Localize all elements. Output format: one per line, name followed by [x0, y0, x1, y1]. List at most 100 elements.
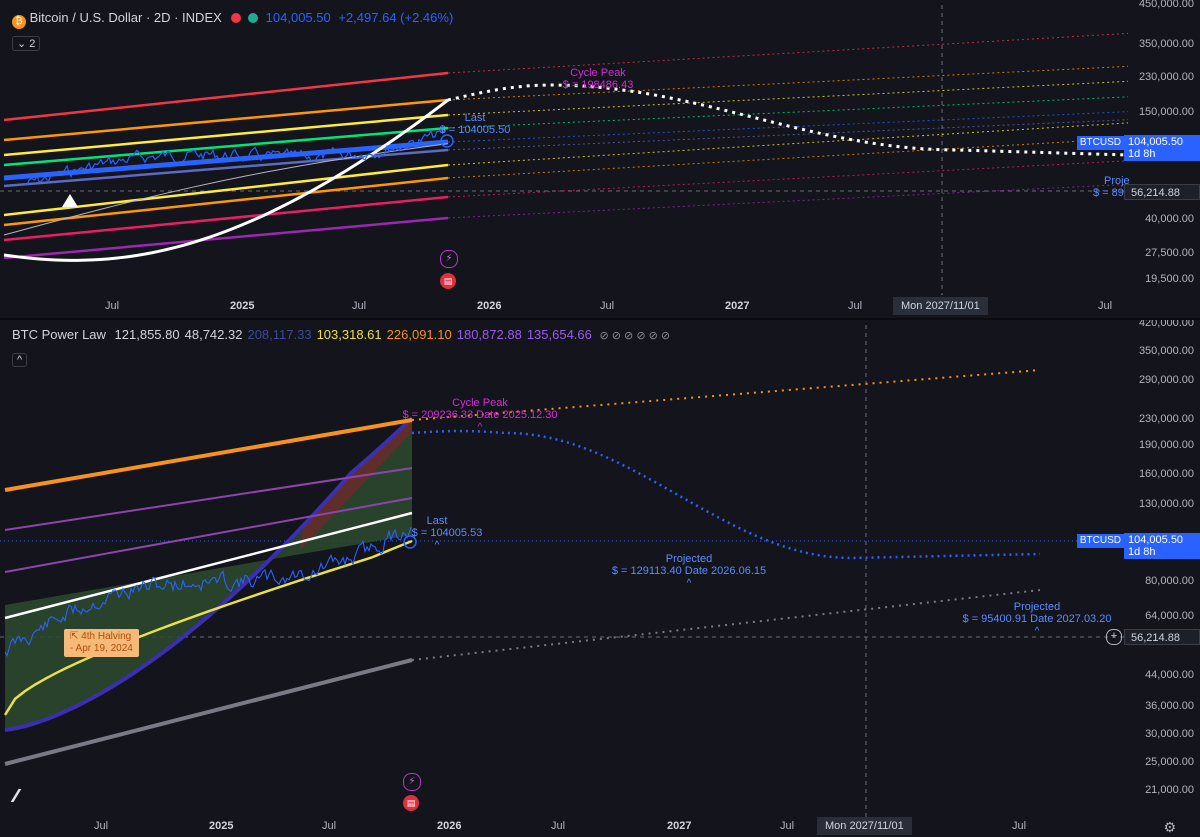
- bottom-proj2-title: Projected: [1014, 601, 1060, 613]
- bottom-y-tick-label: 190,000.00: [1138, 439, 1194, 451]
- bottom-red-zone: [300, 418, 412, 550]
- pin-icon: ⇱: [70, 631, 79, 642]
- settings-gear-icon[interactable]: ⚙: [1163, 819, 1176, 835]
- bottom-last-price-tag: 104,005.50 1d 8h: [1124, 533, 1200, 559]
- top-band-projection: [447, 65, 1129, 101]
- top-x-tick-label: 2027: [725, 300, 750, 312]
- bottom-cycle-peak-title: Cycle Peak: [452, 397, 508, 409]
- top-crosshair-date: Mon 2027/11/01: [893, 297, 988, 315]
- top-band-line: [3, 195, 449, 242]
- top-y-label-cut: 450,000.00: [1138, 0, 1194, 10]
- add-level-icon[interactable]: +: [1106, 629, 1122, 645]
- top-band-projection: [447, 183, 1129, 219]
- top-y-tick-label: 27,500.00: [1145, 247, 1194, 259]
- indicator-value: 48,742.32: [184, 327, 243, 342]
- indicator-values: 121,855.80 48,742.32 208,117.33 103,318.61 2…: [110, 327, 592, 342]
- bottom-proj2-caret: ^: [1035, 626, 1040, 637]
- top-band-projection: [447, 96, 1129, 129]
- top-band-projection: [447, 160, 1129, 198]
- bottom-last-title: Last: [427, 515, 448, 527]
- top-power-curve: [3, 98, 449, 262]
- bottom-top-band-line: [4, 418, 413, 492]
- bottom-symbol-tag: BTCUSD: [1076, 534, 1124, 548]
- lightning-icon[interactable]: ⚡: [440, 250, 458, 268]
- bottom-chart-canvas[interactable]: Cycle Peak$ = 209236.33 Date 2025.12.30^…: [0, 320, 1200, 837]
- top-band-line: [3, 148, 449, 188]
- halving-date: - Apr 19, 2024: [70, 643, 133, 654]
- bottom-upper-mid-band: [4, 467, 413, 531]
- bottom-crosshair-date: Mon 2027/11/01: [817, 817, 912, 835]
- bottom-lower-mid-band: [4, 497, 413, 573]
- top-proj-title: Proje: [1104, 175, 1130, 187]
- top-x-tick-label: Jul: [1098, 300, 1113, 312]
- top-y-tick-label: 150,000.00: [1138, 106, 1194, 118]
- top-y-tick-label: 19,500.00: [1145, 273, 1194, 285]
- us-flag-icon[interactable]: ▤: [403, 795, 419, 811]
- top-y-tick-label: 230,000.00: [1138, 71, 1194, 83]
- bottom-x-tick-label: Jul: [780, 820, 795, 832]
- bottom-proj1-title: Projected: [666, 553, 712, 565]
- top-cycle-peak-title: Cycle Peak: [570, 67, 626, 79]
- indicator-value: 180,872.88: [456, 327, 522, 342]
- bottom-x-tick-label: Jul: [1012, 820, 1027, 832]
- indicator-value: 226,091.10: [386, 327, 452, 342]
- top-chart-canvas[interactable]: Cycle Peak$ = 198486.43 Last$ = 104005.50…: [0, 0, 1200, 318]
- top-last-price-value: 104,005.50: [1128, 136, 1184, 148]
- bottom-price-line: [4, 526, 412, 658]
- top-plot-background: [0, 0, 1128, 318]
- top-symbol-tag: BTCUSD: [1076, 136, 1124, 150]
- top-x-tick-label: 2025: [230, 300, 255, 312]
- bottom-last-marker: [403, 535, 417, 549]
- bottom-last-value: $ = 104005.53: [412, 527, 483, 539]
- top-band-line: [3, 126, 449, 167]
- top-chart-pane[interactable]: Cycle Peak $ = 198486.43 Last $ = 104005.50…: [0, 0, 1200, 318]
- halving-title: 4th Halving: [81, 631, 132, 642]
- indicator-value: 135,654.66: [526, 327, 592, 342]
- price-change: +2,497.64 (+2.46%): [338, 10, 454, 25]
- top-y-tick-label: 350,000.00: [1138, 38, 1194, 50]
- indicator-extra-glyphs: ⊘ ⊘ ⊘ ⊘ ⊘ ⊘: [599, 330, 671, 342]
- market-status-icon: [248, 13, 259, 23]
- top-x-tick-label: Jul: [352, 300, 367, 312]
- bottom-fair-value-line: [4, 511, 413, 620]
- bottom-y-tick-label: 80,000.00: [1145, 575, 1194, 587]
- bottom-y-tick-label: 160,000.00: [1138, 468, 1194, 480]
- bottom-y-tick-label: 130,000.00: [1138, 498, 1194, 510]
- top-band-line: [3, 98, 449, 142]
- top-legend: ₿ Bitcoin / U.S. Dollar · 2D · INDEX 104…: [12, 10, 453, 29]
- bottom-floor-projection: [411, 589, 1041, 661]
- top-band-projection: [447, 32, 1129, 74]
- bottom-lower-curve: [4, 416, 414, 732]
- top-band-projection: [447, 137, 1129, 179]
- symbol-title[interactable]: Bitcoin / U.S. Dollar · 2D · INDEX: [29, 10, 222, 25]
- top-cycle-peak-value: $ = 198486.43: [563, 79, 634, 91]
- indicator-title[interactable]: BTC Power Law: [12, 327, 106, 342]
- top-band-line: [3, 163, 449, 217]
- us-flag-icon[interactable]: ▤: [440, 273, 456, 289]
- top-band-projection: [447, 122, 1129, 166]
- bottom-floor-line: [4, 658, 413, 766]
- indicator-value: 103,318.61: [316, 327, 382, 342]
- collapse-toggle[interactable]: ^: [12, 350, 28, 368]
- top-band-projection: [447, 119, 1129, 151]
- current-price: 104,005.50: [265, 10, 331, 25]
- bottom-x-tick-label: Jul: [322, 820, 337, 832]
- bottom-y-tick-label: 21,000.00: [1145, 784, 1194, 796]
- top-moving-average: [3, 143, 449, 236]
- halving-label[interactable]: ⇱ 4th Halving - Apr 19, 2024: [64, 629, 139, 657]
- top-last-value: $ = 104005.50: [440, 124, 511, 136]
- tradingview-logo-icon[interactable]: ⁄⁄: [14, 786, 18, 806]
- top-last-marker: [440, 134, 454, 148]
- top-last-price-tag: 104,005.50 1d 8h: [1124, 135, 1200, 161]
- bottom-y-tick-label: 230,000.00: [1138, 413, 1194, 425]
- bitcoin-logo-icon: ₿: [12, 15, 26, 29]
- bottom-chart-pane[interactable]: Cycle Peak $ = 209236.33 Date 2025.12.30 ^…: [0, 320, 1200, 837]
- lightning-icon[interactable]: ⚡: [403, 773, 421, 791]
- top-x-tick-label: 2026: [477, 300, 502, 312]
- indicators-toggle[interactable]: ⌄ 2: [12, 34, 41, 52]
- indicator-value: 208,117.33: [247, 327, 312, 342]
- top-y-tick-label: 40,000.00: [1145, 213, 1194, 225]
- top-bar-countdown: 1d 8h: [1128, 148, 1156, 160]
- bottom-y-label-cut: 420,000.00: [1138, 320, 1194, 329]
- bottom-proj2-value: $ = 95400.91 Date 2027.03.20: [963, 613, 1112, 625]
